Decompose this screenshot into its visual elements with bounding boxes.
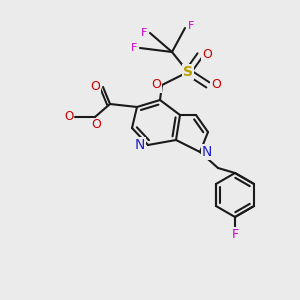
Text: N: N <box>202 145 212 159</box>
Text: F: F <box>141 28 147 38</box>
Text: O: O <box>91 118 101 131</box>
Text: F: F <box>231 227 239 241</box>
Text: O: O <box>211 79 221 92</box>
Text: O: O <box>64 110 74 124</box>
Text: S: S <box>183 65 193 79</box>
Text: N: N <box>135 138 145 152</box>
Text: O: O <box>202 49 212 62</box>
Text: F: F <box>188 21 194 31</box>
Text: F: F <box>131 43 137 53</box>
Text: O: O <box>90 80 100 92</box>
Text: O: O <box>151 79 161 92</box>
